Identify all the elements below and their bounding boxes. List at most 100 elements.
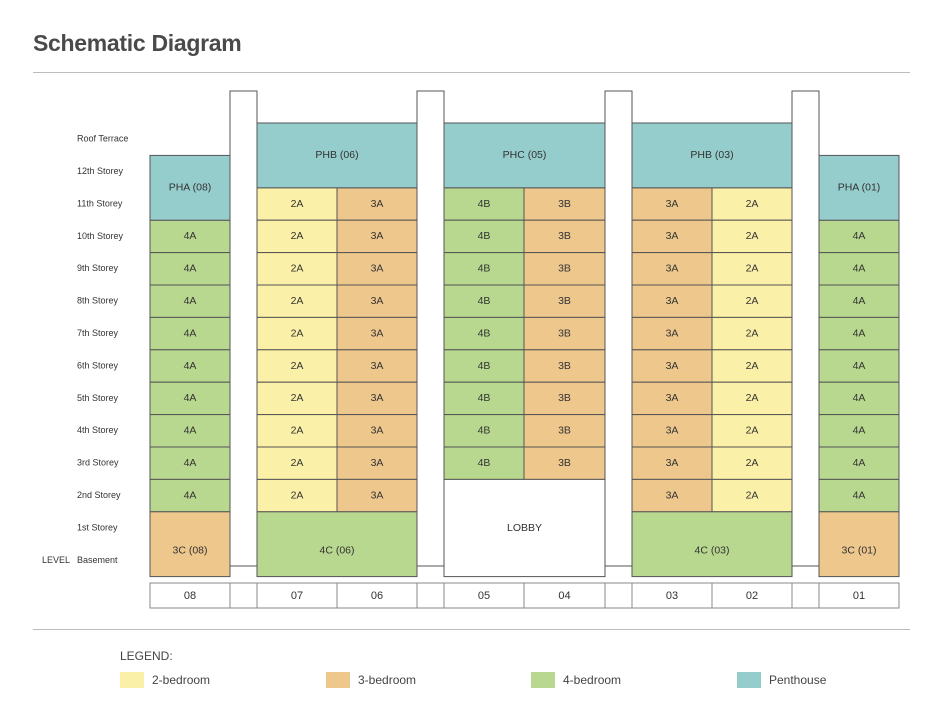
unit-cell-05 (443, 316, 525, 351)
unit-label-08: 4A (184, 457, 197, 469)
unit-label-02: 2A (746, 198, 759, 210)
unit-label-07: 2A (291, 327, 304, 339)
unit-cell-07 (256, 284, 338, 318)
unit-cell-05 (443, 446, 525, 480)
unit-label-07: 2A (291, 360, 304, 372)
unit-label-07: 2A (291, 489, 304, 501)
unit-label-05: 4B (478, 263, 491, 275)
unit-cell-04 (523, 219, 606, 254)
legend-label-penthouse: Penthouse (769, 673, 827, 687)
unit-cell-06 (336, 349, 418, 383)
unit-label-08: 4A (184, 489, 197, 501)
legend-swatch-2-bedroom (120, 672, 144, 688)
unit-label-06: 3A (371, 327, 384, 339)
stack-number-01: 01 (853, 590, 865, 602)
core-shaft (604, 90, 633, 567)
unit-block-phb-03 (631, 122, 793, 189)
stack-number-06: 06 (371, 590, 383, 602)
unit-cell-08 (149, 316, 231, 351)
page-title: Schematic Diagram (33, 30, 242, 56)
unit-label-06: 3A (371, 392, 384, 404)
unit-cell-08 (149, 252, 231, 286)
unit-cell-02 (711, 478, 793, 513)
unit-label-02: 2A (746, 457, 759, 469)
unit-label-03: 3A (666, 327, 679, 339)
unit-cell-02 (711, 414, 793, 448)
unit-cell-05 (443, 349, 525, 383)
unit-cell-08 (149, 381, 231, 416)
unit-label-04: 3B (558, 327, 571, 339)
unit-label-01: 4A (853, 295, 866, 307)
unit-block-label-3c-01: 3C (01) (841, 544, 876, 556)
unit-cell-08 (149, 219, 231, 254)
unit-label-03: 3A (666, 392, 679, 404)
legend-label-3-bedroom: 3-bedroom (358, 673, 417, 687)
unit-cell-02 (711, 316, 793, 351)
unit-label-07: 2A (291, 392, 304, 404)
unit-label-02: 2A (746, 295, 759, 307)
level-label: 5th Storey (77, 393, 119, 403)
unit-label-08: 4A (184, 392, 197, 404)
unit-cell-02 (711, 284, 793, 318)
level-label: 2nd Storey (77, 490, 121, 500)
unit-label-08: 4A (184, 295, 197, 307)
level-label: 12th Storey (77, 166, 124, 176)
unit-block-label-lobby: LOBBY (507, 522, 542, 534)
unit-block-phb-06 (256, 122, 418, 189)
legend-label-2-bedroom: 2-bedroom (152, 673, 211, 687)
unit-cell-06 (336, 187, 418, 221)
unit-label-05: 4B (478, 392, 491, 404)
unit-label-02: 2A (746, 392, 759, 404)
unit-block-lobby (443, 478, 606, 578)
unit-cell-01 (818, 252, 900, 286)
core-shaft (791, 90, 820, 567)
level-header: LEVEL (42, 555, 70, 565)
unit-block-label-pha-01: PHA (01) (838, 182, 881, 194)
unit-cell-01 (818, 316, 900, 351)
level-label: 8th Storey (77, 296, 119, 306)
top-divider (33, 72, 910, 73)
unit-label-05: 4B (478, 360, 491, 372)
unit-label-08: 4A (184, 230, 197, 242)
legend-label-4-bedroom: 4-bedroom (563, 673, 622, 687)
unit-cell-02 (711, 381, 793, 416)
unit-label-02: 2A (746, 327, 759, 339)
unit-label-01: 4A (853, 392, 866, 404)
unit-label-02: 2A (746, 489, 759, 501)
unit-label-03: 3A (666, 263, 679, 275)
unit-label-08: 4A (184, 360, 197, 372)
bottom-divider (33, 629, 910, 630)
unit-cell-02 (711, 349, 793, 383)
unit-label-01: 4A (853, 230, 866, 242)
unit-cell-03 (631, 478, 713, 513)
unit-cell-01 (818, 414, 900, 448)
stack-number-02: 02 (746, 590, 758, 602)
level-label: 7th Storey (77, 328, 119, 338)
unit-label-06: 3A (371, 489, 384, 501)
unit-cell-03 (631, 381, 713, 416)
unit-label-04: 3B (558, 295, 571, 307)
unit-cell-02 (711, 252, 793, 286)
unit-label-05: 4B (478, 327, 491, 339)
unit-cell-02 (711, 219, 793, 254)
unit-block-label-4c-03: 4C (03) (694, 544, 729, 556)
unit-label-02: 2A (746, 263, 759, 275)
unit-label-03: 3A (666, 230, 679, 242)
unit-cell-01 (818, 349, 900, 383)
unit-block-label-phb-06: PHB (06) (315, 149, 358, 161)
unit-cell-01 (818, 478, 900, 513)
unit-block-4c-06 (256, 511, 418, 578)
legend-title: LEGEND: (120, 649, 173, 663)
unit-label-03: 3A (666, 295, 679, 307)
unit-cell-04 (523, 446, 606, 480)
unit-label-03: 3A (666, 425, 679, 437)
unit-label-08: 4A (184, 263, 197, 275)
stack-number-03: 03 (666, 590, 678, 602)
unit-label-01: 4A (853, 425, 866, 437)
unit-label-04: 3B (558, 360, 571, 372)
unit-label-06: 3A (371, 425, 384, 437)
stack-number-05: 05 (478, 590, 490, 602)
unit-block-3c-01 (818, 511, 900, 578)
unit-cell-08 (149, 284, 231, 318)
level-label: 11th Storey (77, 198, 123, 208)
